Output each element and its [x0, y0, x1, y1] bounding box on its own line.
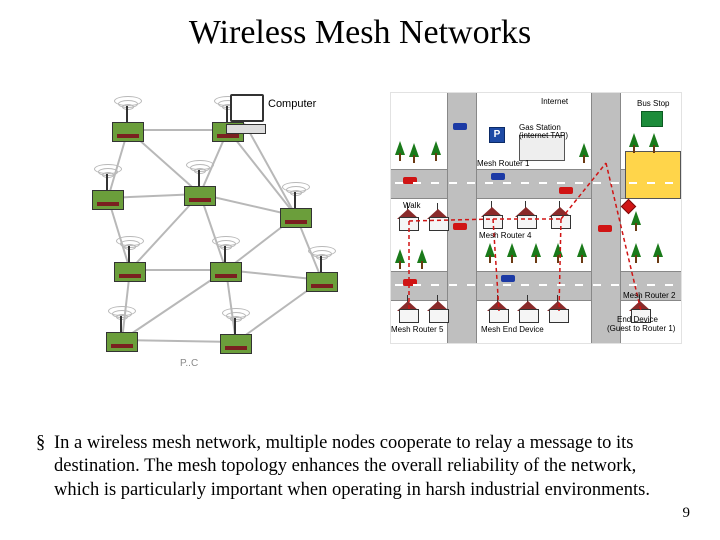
- car-icon: [501, 275, 515, 282]
- computer-icon: Computer: [230, 94, 266, 134]
- lane-marking: [611, 284, 619, 286]
- road-v1: [447, 93, 477, 343]
- lane-marking: [521, 182, 529, 184]
- mesh-network-diagram: Computer P..C: [90, 90, 362, 370]
- lane-marking: [503, 182, 511, 184]
- lane-marking: [449, 182, 457, 184]
- car-icon: [559, 187, 573, 194]
- mesh-node: [112, 240, 148, 280]
- tree-icon: [553, 243, 563, 265]
- tree-icon: [653, 243, 663, 265]
- lane-marking: [413, 182, 421, 184]
- lane-marking: [413, 284, 421, 286]
- tree-icon: [409, 143, 419, 165]
- lane-marking: [629, 182, 637, 184]
- page-number: 9: [683, 505, 691, 522]
- lane-marking: [665, 284, 673, 286]
- label-mesh-router-5: Mesh Router 5: [391, 325, 443, 334]
- lane-marking: [485, 182, 493, 184]
- tree-icon: [577, 243, 587, 265]
- house-icon: [427, 303, 449, 321]
- house-icon: [515, 209, 537, 227]
- parking-sign-icon: P: [489, 127, 505, 143]
- tree-icon: [507, 243, 517, 265]
- lane-marking: [539, 284, 547, 286]
- mesh-node: [104, 310, 140, 350]
- tree-icon: [631, 243, 641, 265]
- lane-marking: [557, 284, 565, 286]
- lane-marking: [467, 182, 475, 184]
- lane-marking: [647, 284, 655, 286]
- label-end-device: End Device: [617, 315, 658, 324]
- tree-icon: [395, 141, 405, 163]
- lane-marking: [485, 284, 493, 286]
- label-mesh-end-device: Mesh End Device: [481, 325, 544, 334]
- lane-marking: [503, 284, 511, 286]
- lane-marking: [395, 182, 403, 184]
- label-mesh-router-2: Mesh Router 2: [623, 291, 675, 300]
- lane-marking: [395, 284, 403, 286]
- car-icon: [598, 225, 612, 232]
- tree-icon: [395, 249, 405, 271]
- lane-marking: [629, 284, 637, 286]
- lane-marking: [449, 284, 457, 286]
- lane-marking: [467, 284, 475, 286]
- lane-marking: [611, 182, 619, 184]
- road-v2: [591, 93, 621, 343]
- lane-marking: [575, 182, 583, 184]
- lane-marking: [557, 182, 565, 184]
- house-icon: [481, 209, 503, 227]
- lane-marking: [593, 284, 601, 286]
- car-icon: [491, 173, 505, 180]
- lane-marking: [593, 182, 601, 184]
- tree-icon: [417, 249, 427, 271]
- tree-icon: [531, 243, 541, 265]
- tree-icon: [631, 211, 641, 233]
- tree-icon: [629, 133, 639, 155]
- warehouse: [625, 151, 681, 199]
- house-icon: [427, 211, 449, 229]
- mesh-node: [110, 100, 146, 140]
- label-internet: Internet: [541, 97, 568, 106]
- label-bus-stop: Bus Stop: [637, 99, 669, 108]
- lane-marking: [431, 182, 439, 184]
- lane-marking: [431, 284, 439, 286]
- house-icon: [397, 303, 419, 321]
- bullet-list: In a wireless mesh network, multiple nod…: [36, 432, 684, 502]
- lane-marking: [647, 182, 655, 184]
- mesh-node: [90, 168, 126, 208]
- tree-icon: [579, 143, 589, 165]
- lane-marking: [575, 284, 583, 286]
- label-walk: Walk: [403, 201, 420, 210]
- page-title: Wireless Mesh Networks: [0, 14, 720, 52]
- house-icon: [549, 209, 571, 227]
- house-icon: [397, 211, 419, 229]
- mesh-node: [278, 186, 314, 226]
- tree-icon: [649, 133, 659, 155]
- pc-corner-label: P..C: [180, 358, 198, 369]
- label-mesh-router-1: Mesh Router 1: [477, 159, 529, 168]
- lane-marking: [521, 284, 529, 286]
- house-icon: [487, 303, 509, 321]
- car-icon: [453, 123, 467, 130]
- lane-marking: [665, 182, 673, 184]
- car-icon: [453, 223, 467, 230]
- label-internet-tap: (internet TAP): [519, 131, 568, 140]
- city-mesh-diagram: P Internet Bus Stop Gas Station (interne…: [390, 92, 682, 344]
- mesh-node: [208, 240, 244, 280]
- mesh-node: [218, 312, 254, 352]
- bus-stop-icon: [641, 111, 663, 127]
- label-mesh-router-4: Mesh Router 4: [479, 231, 531, 240]
- mesh-node: [304, 250, 340, 290]
- bullet-item: In a wireless mesh network, multiple nod…: [36, 432, 684, 502]
- lane-marking: [539, 182, 547, 184]
- tree-icon: [485, 243, 495, 265]
- tree-icon: [431, 141, 441, 163]
- house-icon: [547, 303, 569, 321]
- computer-label: Computer: [268, 98, 316, 110]
- mesh-node: [182, 164, 218, 204]
- house-icon: [517, 303, 539, 321]
- label-guest-router: (Guest to Router 1): [607, 324, 675, 333]
